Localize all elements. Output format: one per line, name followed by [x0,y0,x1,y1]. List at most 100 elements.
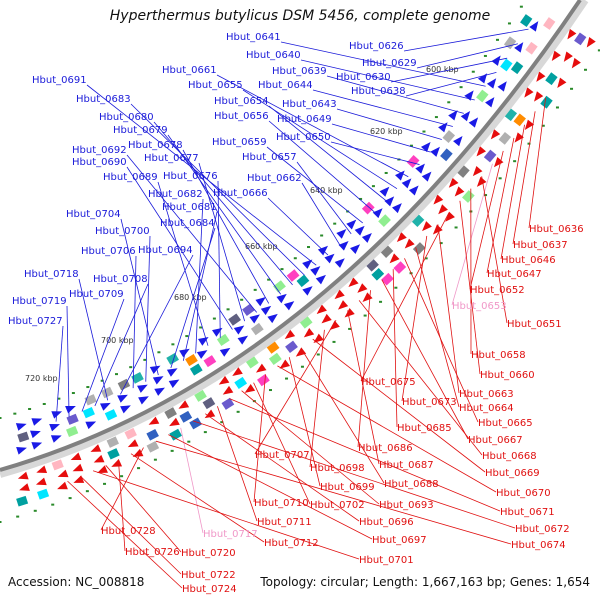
gene-label-outer: Hbut_0708 [93,274,148,285]
leader-line [67,480,183,589]
position-tick-label: 600 kbp [426,65,459,74]
leader-line [296,161,352,235]
feature-block [146,428,159,441]
forward-gene-arrow [196,350,208,359]
accession-text: Accession: NC_008818 [8,575,145,589]
forward-gene-arrow [395,170,405,181]
leader-line [168,434,373,540]
gc-skew-dot [394,286,398,289]
gc-skew-dot [16,515,20,518]
feature-block [66,425,79,437]
gc-skew-dot [371,185,375,188]
gene-label-inner: Hbut_0728 [101,526,156,537]
gene-label-inner: Hbut_0701 [359,555,414,566]
gene-label-outer: Hbut_0643 [282,99,337,110]
gene-label-outer: Hbut_0655 [188,80,243,91]
gc-skew-dot [28,407,32,410]
gc-skew-dot [584,68,588,71]
gene-label-inner: Hbut_0646 [501,255,556,266]
forward-gene-arrow [408,185,419,196]
forward-gene-arrow [379,186,390,197]
leader-line [145,235,151,382]
forward-gene-arrow [154,387,165,396]
gene-label-inner: Hbut_0673 [402,397,457,408]
position-tick-label: 640 kbp [310,186,343,195]
reverse-gene-arrow [389,253,400,264]
map-title: Hyperthermus butylicus DSM 5456, complet… [109,8,491,24]
gene-label-inner: Hbut_0710 [254,498,309,509]
forward-gene-arrow [233,325,245,335]
gc-skew-dot [120,475,124,478]
forward-gene-arrow [421,171,432,182]
gene-label-outer: Hbut_0644 [258,80,313,91]
forward-gene-arrow [15,423,27,431]
leader-line [105,465,182,553]
forward-gene-arrow [138,396,149,405]
reverse-gene-arrow [476,176,487,187]
forward-gene-arrow [117,394,128,403]
feature-block [242,303,255,316]
leader-line [267,197,329,256]
leader-line [117,459,126,552]
forward-gene-arrow [16,447,27,455]
feature-block [228,313,242,326]
gc-skew-dot [454,226,458,229]
gene-label-inner: Hbut_0724 [182,584,237,595]
feature-block [194,389,207,402]
forward-gene-arrow [315,274,326,285]
forward-gene-arrow [168,379,180,388]
leader-line [437,224,460,394]
gene-label-inner: Hbut_0668 [482,451,537,462]
reverse-gene-arrow [493,157,504,168]
gene-label-outer: Hbut_0626 [349,41,404,52]
gc-skew-dot [424,257,428,260]
gene-label-outer: Hbut_0662 [247,173,302,184]
gene-label-outer: Hbut_0684 [160,218,215,229]
gc-skew-dot [129,366,133,369]
gc-skew-dot [171,343,175,346]
gc-skew-dot [363,314,367,317]
gc-skew-dot [555,106,559,109]
forward-gene-arrow [310,266,321,276]
gene-label-outer: Hbut_0639 [272,66,327,77]
feature-block [250,322,264,336]
forward-gene-arrow [30,430,41,439]
feature-block [503,36,517,50]
leader-line [253,374,266,503]
leader-line [167,134,282,295]
forward-gene-arrow [529,21,539,32]
forward-gene-arrow [460,111,471,122]
reverse-gene-arrow [316,304,327,314]
leader-line [192,420,516,529]
gc-skew-dot [0,417,2,419]
gc-skew-dot [153,458,157,461]
leader-line [280,41,486,87]
feature-block [476,89,489,103]
feature-block [268,352,282,366]
forward-gene-arrow [51,411,63,419]
feature-block [286,269,300,282]
feature-block [296,274,310,288]
reverse-gene-arrow [244,384,256,393]
genome-backbone [0,0,582,472]
gene-label-inner: Hbut_0660 [480,370,535,381]
reverse-gene-arrow [127,439,139,448]
feature-block [411,214,425,228]
reverse-gene-arrow [178,400,190,409]
gc-skew-dot [0,521,2,523]
leader-line [459,200,481,375]
feature-block [440,148,453,162]
gc-skew-dot [316,353,320,356]
leader-line [390,57,508,83]
leader-line [300,59,475,101]
position-tick-label: 660 kbp [245,242,278,251]
forward-gene-arrow [152,376,164,385]
leader-line [254,319,337,455]
reverse-gene-arrow [432,224,443,235]
gene-label-outer: Hbut_0661 [162,65,217,76]
feature-block [216,333,230,347]
feature-block [273,280,286,293]
leader-line [277,365,497,493]
reverse-gene-arrow [551,50,561,62]
